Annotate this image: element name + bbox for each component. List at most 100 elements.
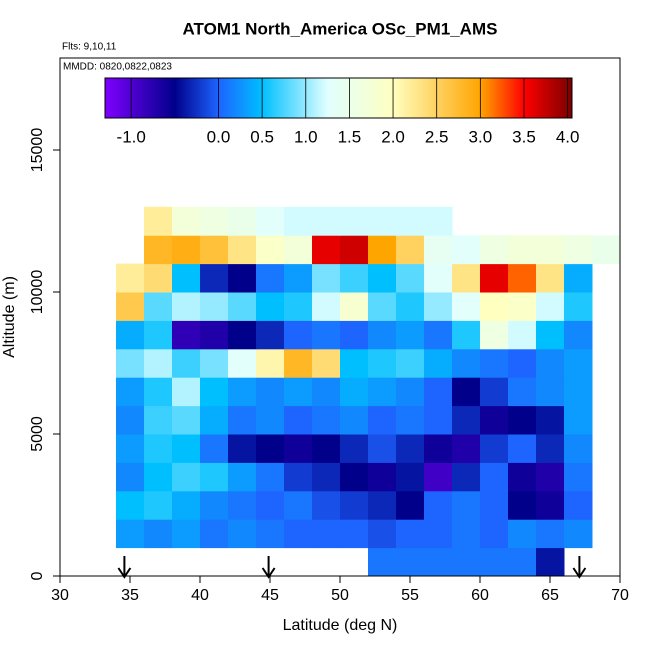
colorbar-tick-label: 0.0 — [207, 127, 231, 146]
heatmap-cell — [116, 292, 145, 321]
heatmap-cell — [508, 490, 537, 520]
heatmap-cell — [256, 462, 285, 492]
colorbar-tick-label: 4.0 — [556, 127, 580, 146]
heatmap-cell — [312, 263, 341, 293]
flight-arrowhead — [572, 567, 587, 579]
heatmap-cell — [452, 320, 481, 350]
heatmap-cell — [228, 348, 257, 378]
heatmap-cell — [312, 320, 341, 350]
heatmap-cell — [228, 405, 257, 435]
heatmap-cell — [312, 206, 341, 236]
heatmap-cell — [228, 490, 257, 520]
heatmap-cell — [144, 462, 173, 492]
heatmap-cell — [116, 434, 145, 463]
heatmap-cell — [200, 519, 229, 549]
heatmap-cell — [312, 434, 341, 463]
heatmap-cell — [480, 519, 509, 549]
heatmap-cell — [536, 292, 565, 321]
heatmap-cell — [340, 377, 369, 407]
heatmap-cell — [508, 377, 537, 407]
heatmap-cell — [172, 434, 201, 463]
heatmap-cell — [312, 490, 341, 520]
heatmap-cell — [368, 206, 397, 236]
heatmap-cell — [424, 377, 453, 407]
heatmap-cell — [396, 348, 425, 378]
heatmap-cell — [564, 348, 593, 378]
heatmap-cell — [256, 519, 285, 549]
heatmap-cell — [172, 405, 201, 435]
heatmap-cell — [284, 490, 313, 520]
colorbar-tick-label: -1.0 — [117, 127, 146, 146]
heatmap-cell — [396, 377, 425, 407]
heatmap-cell — [312, 377, 341, 407]
subtitle: Flts: 9,10,11 — [62, 42, 117, 53]
heatmap-cell — [256, 434, 285, 463]
y-axis-label: Altitude (m) — [1, 276, 18, 358]
heatmap-cell — [172, 263, 201, 293]
heatmap-cell — [564, 377, 593, 407]
heatmap-cell — [424, 348, 453, 378]
heatmap-cell — [536, 377, 565, 407]
heatmap-cell — [368, 263, 397, 293]
heatmap-cell — [480, 235, 509, 265]
heatmap-cell — [396, 434, 425, 463]
heatmap-cell — [312, 405, 341, 435]
heatmap-cell — [396, 320, 425, 350]
heatmap-cell — [144, 490, 173, 520]
heatmap-cell — [284, 405, 313, 435]
heatmap-cell — [452, 263, 481, 293]
heatmap-cell — [256, 490, 285, 520]
heatmap-cell — [368, 490, 397, 520]
heatmap-cell — [200, 320, 229, 350]
heatmap-cell — [172, 320, 201, 350]
heatmap-cell — [256, 263, 285, 293]
y-tick-label: 10000 — [29, 270, 46, 315]
heatmap-cell — [508, 462, 537, 492]
heatmap-cell — [536, 348, 565, 378]
heatmap-cell — [172, 235, 201, 265]
x-tick-label: 70 — [611, 587, 629, 604]
heatmap-cell — [508, 434, 537, 463]
heatmap-cell — [480, 405, 509, 435]
heatmap-cell — [452, 434, 481, 463]
x-tick-label: 30 — [51, 587, 69, 604]
heatmap-cell — [564, 519, 593, 549]
heatmap-cell — [368, 320, 397, 350]
heatmap-cell — [340, 462, 369, 492]
heatmap-cell — [228, 377, 257, 407]
heatmap-cell — [452, 490, 481, 520]
heatmap-cell — [284, 348, 313, 378]
heatmap-cell — [396, 206, 425, 236]
heatmap-cell — [200, 462, 229, 492]
heatmap-cell — [172, 462, 201, 492]
heatmap-cell — [340, 490, 369, 520]
heatmap-cell — [536, 235, 565, 265]
heatmap-cell — [480, 377, 509, 407]
heatmap-cell — [228, 263, 257, 293]
heatmap-cell — [284, 519, 313, 549]
heatmap-cell — [144, 292, 173, 321]
heatmap-cell — [312, 348, 341, 378]
heatmap-cell — [368, 235, 397, 265]
heatmap-cell — [536, 434, 565, 463]
heatmap-cell — [564, 235, 593, 265]
heatmap-cell — [536, 462, 565, 492]
heatmap-cell — [564, 434, 593, 463]
heatmap-cell — [564, 462, 593, 492]
heatmap-cell — [284, 462, 313, 492]
heatmap-cell — [200, 348, 229, 378]
heatmap-cell — [396, 292, 425, 321]
heatmap-cell — [368, 377, 397, 407]
heatmap-cell — [396, 462, 425, 492]
heatmap-cell — [172, 490, 201, 520]
x-tick-label: 45 — [261, 587, 279, 604]
heatmap-cell — [284, 206, 313, 236]
heatmap-cell — [564, 405, 593, 435]
heatmap-cell — [116, 348, 145, 378]
colorbar-tick-label: 3.0 — [469, 127, 493, 146]
heatmap-cell — [200, 235, 229, 265]
heatmap-cell — [536, 320, 565, 350]
heatmap-cell — [256, 320, 285, 350]
heatmap-cell — [564, 320, 593, 350]
heatmap-cell — [144, 320, 173, 350]
